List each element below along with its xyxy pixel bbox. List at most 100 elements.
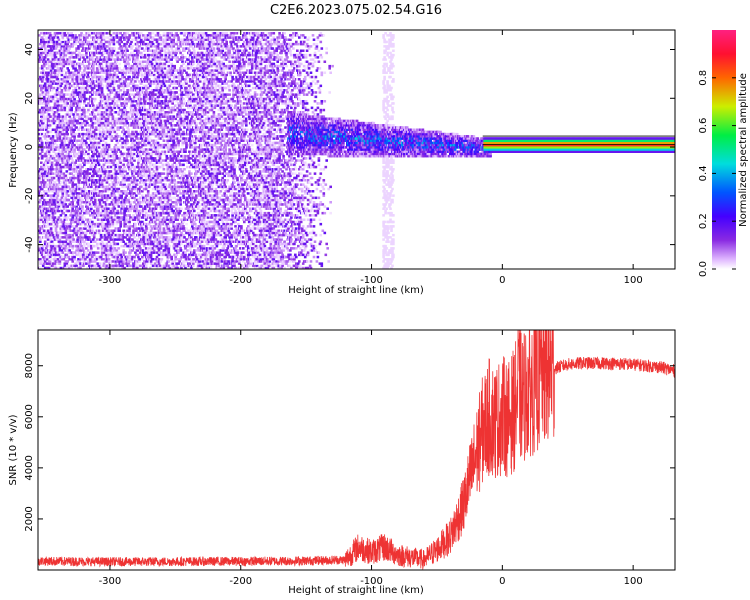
heatmap-cell [62,64,66,68]
heatmap-cell [79,163,82,167]
heatmap-cell [75,91,78,94]
heatmap-cell [115,32,119,35]
heatmap-cell [39,244,42,248]
heatmap-cell [40,36,44,39]
heatmap-cell [129,251,132,254]
heatmap-cell [113,137,117,140]
heatmap-cell [114,163,118,167]
heatmap-cell [47,106,51,110]
heatmap-cell [82,231,85,235]
heatmap-cell [103,233,107,237]
heatmap-cell [66,165,69,169]
heatmap-cell [90,185,93,189]
heatmap-cell [92,238,95,241]
heatmap-cell [121,266,124,269]
heatmap-cell [50,207,54,210]
heatmap-cell [40,111,44,114]
heatmap-cell [63,161,67,164]
heatmap-cell [92,192,96,195]
heatmap-cell [87,181,90,184]
heatmap-cell [57,80,61,83]
heatmap-cell [116,264,120,268]
heatmap-cell [110,135,114,138]
heatmap-cell [93,183,97,186]
heatmap-cell [55,168,59,171]
heatmap-cell [68,233,71,237]
heatmap-cell [125,216,128,219]
heatmap-cell [56,126,60,129]
heatmap-cell [130,47,133,50]
heatmap-cell [106,148,110,151]
heatmap-cell [40,229,44,232]
heatmap-cell [64,73,68,77]
heatmap-cell [135,53,138,57]
heatmap-cell [109,62,113,66]
heatmap-cell [41,203,45,206]
heatmap-cell [135,183,138,186]
heatmap-cell [72,165,75,169]
heatmap-cell [94,84,98,88]
heatmap-cell [106,45,110,48]
heatmap-cell [62,176,66,180]
heatmap-cell [126,36,129,39]
heatmap-cell [77,209,80,213]
heatmap-cell [116,176,120,180]
heatmap-cell [133,124,136,127]
heatmap-cell [137,161,140,164]
heatmap-cell [78,69,81,72]
heatmap-cell [124,91,127,94]
heatmap-cell [67,89,70,92]
heatmap-cell [48,260,52,263]
heatmap-cell [135,49,138,52]
heatmap-cell [95,159,99,162]
heatmap-cell [66,102,69,105]
heatmap-cell [50,78,54,81]
heatmap-cell [136,209,139,213]
heatmap-cell [111,62,115,66]
heatmap-cell [91,255,94,259]
heatmap-cell [77,157,80,160]
heatmap-cell [49,218,53,221]
heatmap-cell [90,159,93,162]
heatmap-cell [126,97,129,101]
heatmap-cell [122,253,125,257]
heatmap-cell [68,86,71,90]
heatmap-cell [136,119,139,123]
heatmap-cell [48,185,52,189]
heatmap-cell [38,236,41,239]
heatmap-cell [92,108,95,112]
heatmap-cell [92,157,95,160]
heatmap-cell [52,194,56,197]
heatmap-cell [103,229,107,232]
heatmap-cell [105,233,109,237]
heatmap-cell [70,42,73,46]
heatmap-cell [71,181,74,184]
heatmap-cell [137,174,140,178]
heatmap-cell [58,60,62,63]
heatmap-cell [135,229,138,232]
heatmap-cell [110,97,114,101]
heatmap-cell [120,255,123,259]
heatmap-cell [82,161,85,164]
heatmap-cell [87,209,90,213]
heatmap-cell [132,264,135,268]
heatmap-cell [62,58,66,61]
heatmap-cell [101,93,105,96]
heatmap-cell [61,161,65,164]
heatmap-cell [92,137,95,140]
heatmap-cell [58,49,62,52]
heatmap-cell [72,176,75,180]
heatmap-cell [107,229,111,232]
heatmap-cell [59,165,63,169]
heatmap-cell [78,78,81,81]
heatmap-cell [79,251,82,254]
heatmap-cell [93,165,97,169]
heatmap-cell [124,62,127,66]
heatmap-cell [77,262,80,265]
heatmap-cell [76,192,79,195]
heatmap-cell [75,73,78,77]
heatmap-cell [124,143,127,147]
heatmap-cell [137,220,140,224]
heatmap-cell [114,161,118,164]
heatmap-cell [78,260,81,263]
